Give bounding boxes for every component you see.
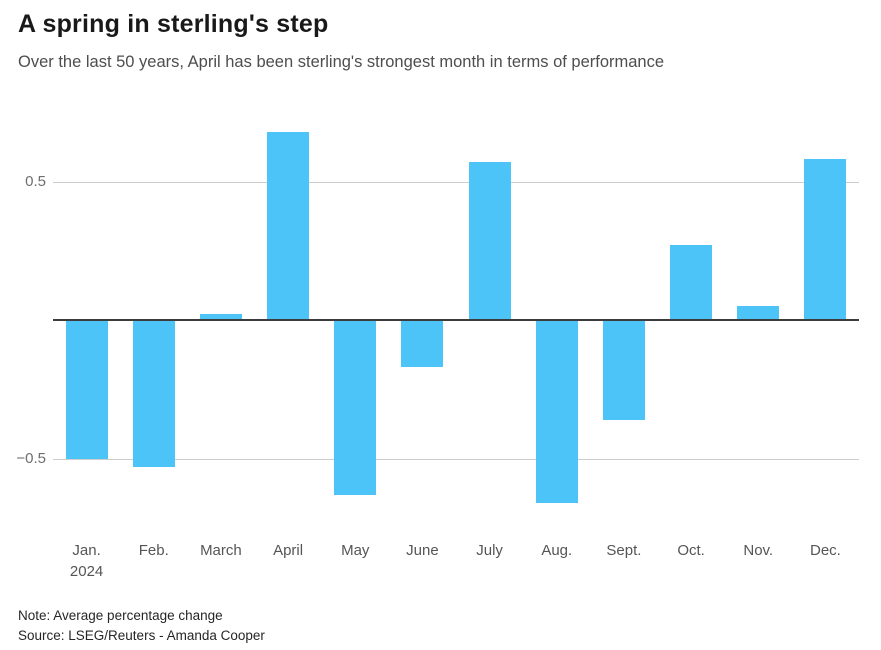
bar-dec[interactable] xyxy=(804,159,847,320)
x-tick-label: Jan. xyxy=(72,542,101,559)
chart-header: A spring in sterling's step Over the las… xyxy=(18,10,863,72)
x-axis-year-label: 2024 xyxy=(69,563,104,580)
bar-sept[interactable] xyxy=(602,320,645,420)
bar-july[interactable] xyxy=(468,162,511,320)
bar-march[interactable] xyxy=(199,314,242,320)
bar-oct[interactable] xyxy=(670,245,713,320)
bar-feb[interactable] xyxy=(132,320,175,467)
chart-footer: Note: Average percentage change Source: … xyxy=(18,606,265,646)
zero-axis-line xyxy=(53,319,859,321)
chart-title: A spring in sterling's step xyxy=(18,10,329,38)
chart-source: Source: LSEG/Reuters - Amanda Cooper xyxy=(18,628,265,643)
x-tick-label: Aug. xyxy=(541,542,573,559)
x-tick-label: Sept. xyxy=(606,542,642,559)
y-tick-label: −0.5 xyxy=(16,449,46,467)
x-tick-label: May xyxy=(341,542,370,559)
x-tick-label: June xyxy=(406,542,439,559)
x-tick-label: Oct. xyxy=(677,542,705,559)
chart-note: Note: Average percentage change xyxy=(18,608,223,623)
chart-subtitle: Over the last 50 years, April has been s… xyxy=(18,53,665,71)
y-gridline xyxy=(53,458,859,460)
bar-aug[interactable] xyxy=(535,320,578,503)
bar-may[interactable] xyxy=(334,320,377,495)
bar-april[interactable] xyxy=(267,131,310,320)
x-tick-label: April xyxy=(273,542,304,559)
x-tick-label: March xyxy=(200,542,242,559)
x-tick-label: Dec. xyxy=(809,542,841,559)
x-tick-label: Feb. xyxy=(138,542,169,559)
y-tick-label: 0.5 xyxy=(25,172,46,190)
y-gridline xyxy=(53,181,859,183)
bar-nov[interactable] xyxy=(737,306,780,320)
x-tick-label: Nov. xyxy=(743,542,774,559)
bar-jan[interactable] xyxy=(65,320,108,459)
bar-june[interactable] xyxy=(401,320,444,368)
x-tick-label: July xyxy=(476,542,503,559)
